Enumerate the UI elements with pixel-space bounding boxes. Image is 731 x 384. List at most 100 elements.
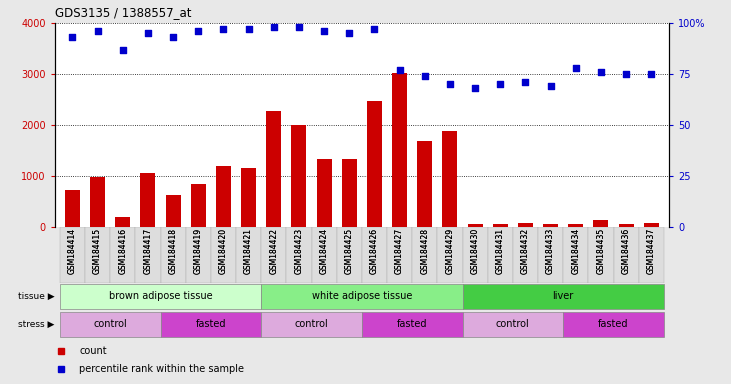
Bar: [236, 227, 261, 283]
Text: brown adipose tissue: brown adipose tissue: [109, 291, 212, 301]
Bar: [261, 312, 362, 336]
Text: GSM184416: GSM184416: [118, 228, 127, 274]
Point: [419, 73, 431, 79]
Point: [293, 24, 305, 30]
Bar: [60, 284, 261, 309]
Point: [92, 28, 104, 34]
Bar: [261, 227, 287, 283]
Point: [192, 28, 204, 34]
Text: GSM184421: GSM184421: [244, 228, 253, 274]
Point: [243, 26, 254, 32]
Text: GSM184424: GSM184424: [319, 228, 329, 274]
Point: [570, 65, 582, 71]
Point: [318, 28, 330, 34]
Bar: [468, 224, 482, 227]
Bar: [186, 227, 211, 283]
Text: GSM184426: GSM184426: [370, 228, 379, 274]
Bar: [337, 227, 362, 283]
Bar: [65, 190, 80, 227]
Text: tissue ▶: tissue ▶: [18, 292, 55, 301]
Bar: [311, 227, 337, 283]
Text: control: control: [496, 319, 530, 329]
Text: GSM184429: GSM184429: [445, 228, 455, 274]
Text: percentile rank within the sample: percentile rank within the sample: [80, 364, 244, 374]
Text: GSM184437: GSM184437: [647, 228, 656, 274]
Point: [368, 26, 380, 32]
Text: GSM184417: GSM184417: [143, 228, 153, 274]
Text: GSM184434: GSM184434: [571, 228, 580, 274]
Point: [142, 30, 154, 36]
Bar: [161, 227, 186, 283]
Text: GSM184418: GSM184418: [169, 228, 178, 274]
Text: GSM184428: GSM184428: [420, 228, 429, 274]
Point: [268, 24, 280, 30]
Text: fasted: fasted: [196, 319, 226, 329]
Text: liver: liver: [553, 291, 574, 301]
Bar: [518, 223, 533, 227]
Text: GSM184432: GSM184432: [521, 228, 530, 274]
Bar: [216, 166, 231, 227]
Text: GSM184417: GSM184417: [143, 228, 153, 274]
Text: GSM184423: GSM184423: [295, 228, 303, 274]
Point: [545, 83, 556, 89]
Bar: [211, 227, 236, 283]
Bar: [463, 227, 488, 283]
Bar: [412, 227, 437, 283]
Point: [595, 69, 607, 75]
Text: GSM184425: GSM184425: [345, 228, 354, 274]
Text: control: control: [295, 319, 328, 329]
Text: GSM184434: GSM184434: [571, 228, 580, 274]
Text: GSM184415: GSM184415: [93, 228, 102, 274]
Text: GSM184419: GSM184419: [194, 228, 202, 274]
Text: GSM184433: GSM184433: [546, 228, 555, 274]
Bar: [463, 284, 664, 309]
Point: [645, 71, 657, 77]
Text: GSM184414: GSM184414: [68, 228, 77, 274]
Bar: [115, 217, 130, 227]
Bar: [513, 227, 538, 283]
Bar: [241, 168, 256, 227]
Bar: [437, 227, 463, 283]
Bar: [568, 224, 583, 227]
Bar: [588, 227, 613, 283]
Text: GSM184423: GSM184423: [295, 228, 303, 274]
Bar: [287, 227, 311, 283]
Point: [344, 30, 355, 36]
Bar: [463, 312, 563, 336]
Point: [218, 26, 230, 32]
Text: fasted: fasted: [397, 319, 428, 329]
Bar: [563, 227, 588, 283]
Text: GSM184430: GSM184430: [471, 228, 480, 274]
Text: GSM184430: GSM184430: [471, 228, 480, 274]
Bar: [362, 312, 463, 336]
Text: GSM184428: GSM184428: [420, 228, 429, 274]
Bar: [392, 73, 407, 227]
Bar: [292, 125, 306, 227]
Text: count: count: [80, 346, 107, 356]
Text: GSM184420: GSM184420: [219, 228, 228, 274]
Bar: [594, 220, 608, 227]
Text: GSM184414: GSM184414: [68, 228, 77, 274]
Bar: [60, 312, 161, 336]
Bar: [367, 101, 382, 227]
Text: stress ▶: stress ▶: [18, 319, 55, 329]
Bar: [538, 227, 563, 283]
Point: [520, 79, 531, 85]
Text: GSM184419: GSM184419: [194, 228, 202, 274]
Text: GSM184431: GSM184431: [496, 228, 505, 274]
Text: GSM184433: GSM184433: [546, 228, 555, 274]
Point: [444, 81, 455, 87]
Text: GSM184429: GSM184429: [445, 228, 455, 274]
Text: GSM184418: GSM184418: [169, 228, 178, 274]
Text: GSM184437: GSM184437: [647, 228, 656, 274]
Text: GSM184416: GSM184416: [118, 228, 127, 274]
Bar: [317, 159, 332, 227]
Bar: [110, 227, 135, 283]
Bar: [140, 173, 156, 227]
Bar: [417, 141, 432, 227]
Bar: [613, 227, 639, 283]
Bar: [442, 131, 458, 227]
Text: GSM184427: GSM184427: [395, 228, 404, 274]
Bar: [191, 184, 206, 227]
Bar: [639, 227, 664, 283]
